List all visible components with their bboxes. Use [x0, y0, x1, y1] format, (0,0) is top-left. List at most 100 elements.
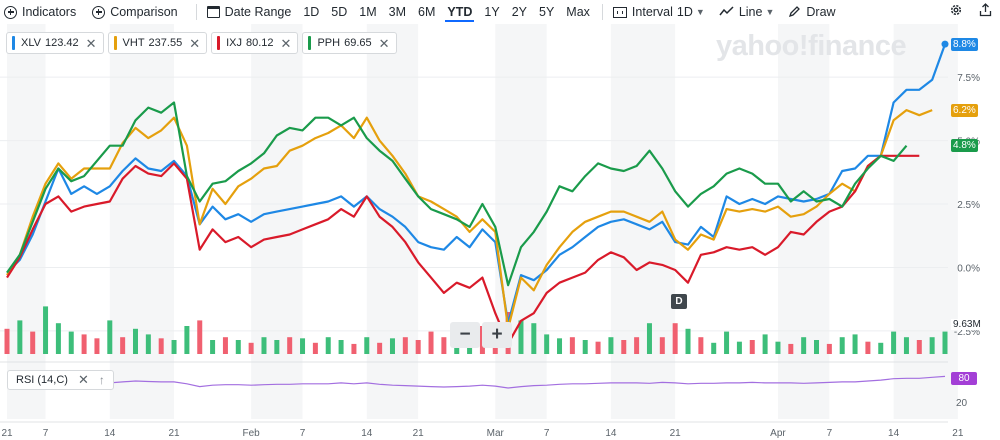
- range-3m-button[interactable]: 3M: [388, 5, 407, 19]
- volume-bar: [878, 342, 884, 354]
- y-tick-label: 0.0%: [957, 263, 980, 274]
- volume-bar: [107, 320, 113, 354]
- shaded-column: [109, 24, 175, 419]
- x-tick-label: 14: [888, 428, 900, 439]
- volume-bar: [916, 340, 922, 354]
- legend-price: 80.12: [246, 37, 274, 49]
- remove-series-close-icon[interactable]: ✕: [280, 35, 292, 51]
- volume-bar: [531, 323, 537, 354]
- volume-bar: [865, 341, 871, 354]
- date-range-button[interactable]: Date Range: [203, 1, 296, 23]
- range-max-button[interactable]: Max: [566, 5, 590, 19]
- volume-bar: [184, 326, 190, 354]
- volume-bar: [377, 342, 383, 354]
- volume-bar: [569, 337, 575, 354]
- volume-bar: [801, 337, 807, 354]
- line-chart-icon: [719, 5, 734, 19]
- volume-bar: [891, 331, 897, 354]
- x-tick-label: Apr: [770, 428, 786, 439]
- volume-bar: [338, 340, 344, 354]
- volume-bar: [595, 341, 601, 354]
- rsi-remove-close-icon[interactable]: ✕: [77, 372, 89, 387]
- shaded-column: [777, 24, 830, 419]
- volume-bar: [621, 340, 627, 354]
- settings-button[interactable]: [941, 1, 971, 23]
- toolbar-divider: [601, 4, 603, 20]
- yahoo-finance-watermark: yahoo!finance: [716, 30, 907, 62]
- volume-bar: [672, 323, 678, 354]
- range-1y-button[interactable]: 1Y: [484, 5, 500, 19]
- share-button[interactable]: [971, 1, 1000, 23]
- interval-label: Interval: [631, 5, 673, 19]
- range-2y-button[interactable]: 2Y: [511, 5, 527, 19]
- comparison-chart[interactable]: -2.5%0.0%2.5%5.0%7.5%2171421Feb71421Mar7…: [0, 24, 1000, 440]
- series-line-ixj: [6, 154, 920, 345]
- volume-bar: [222, 337, 228, 354]
- range-5d-button[interactable]: 5D: [331, 5, 348, 19]
- shaded-column: [7, 24, 46, 419]
- volume-bar: [634, 337, 640, 354]
- volume-bar: [235, 340, 241, 354]
- zoom-in-button[interactable]: +: [482, 322, 512, 348]
- remove-series-close-icon[interactable]: ✕: [189, 35, 201, 51]
- calendar-icon: [206, 6, 220, 18]
- legend-price: 237.55: [148, 37, 183, 49]
- dividend-marker[interactable]: D: [671, 294, 687, 309]
- range-ytd-button[interactable]: YTD: [441, 1, 478, 23]
- series-line-pph: [6, 101, 908, 287]
- chart-legend: XLV 123.42 ✕ VHT 237.55 ✕ IXJ 80.12 ✕ PPH 69.65 ✕: [6, 32, 397, 54]
- volume-bar: [698, 337, 704, 354]
- x-tick-label: 14: [361, 428, 373, 439]
- rsi-level-label: 20: [956, 398, 968, 409]
- rsi-indicator-chip: RSI (14,C) ✕ ↑: [7, 370, 114, 390]
- series-line-vht: [6, 108, 933, 330]
- volume-bar: [55, 323, 61, 354]
- legend-chip-vht[interactable]: VHT 237.55 ✕: [107, 32, 208, 54]
- volume-bar: [287, 337, 293, 354]
- y-tick-label: -2.5%: [954, 327, 980, 338]
- legend-symbol: PPH: [317, 37, 341, 49]
- range-5y-button[interactable]: 5Y: [539, 5, 555, 19]
- shaded-column: [366, 24, 419, 419]
- volume-bar: [300, 338, 306, 354]
- range-6m-button[interactable]: 6M: [418, 5, 436, 19]
- indicators-button[interactable]: Indicators: [0, 1, 80, 23]
- x-tick-label: 7: [544, 428, 550, 439]
- shaded-column: [893, 24, 958, 419]
- comparison-button[interactable]: Comparison: [88, 1, 181, 23]
- volume-bar: [351, 343, 357, 354]
- indicators-label: Indicators: [22, 5, 77, 19]
- interval-icon: [612, 6, 627, 18]
- legend-chip-ixj[interactable]: IXJ 80.12 ✕: [211, 32, 299, 54]
- volume-bar: [685, 328, 691, 354]
- volume-bar: [942, 331, 948, 354]
- legend-symbol: IXJ: [226, 37, 243, 49]
- legend-chip-pph[interactable]: PPH 69.65 ✕: [302, 32, 397, 54]
- series-color-swatch: [308, 36, 312, 50]
- rsi-collapse-arrow-up-icon[interactable]: ↑: [98, 373, 105, 387]
- draw-label: Draw: [806, 5, 836, 19]
- volume-bar: [171, 340, 177, 354]
- volume-bar: [852, 334, 858, 354]
- chart-type-button[interactable]: Line ▼: [715, 1, 779, 23]
- plus-circle-icon: [4, 5, 17, 19]
- volume-bar: [518, 320, 524, 354]
- remove-series-close-icon[interactable]: ✕: [378, 35, 390, 51]
- range-1d-button[interactable]: 1D: [303, 5, 320, 19]
- volume-bar: [724, 331, 730, 354]
- volume-bar: [68, 331, 74, 354]
- volume-bar: [402, 337, 408, 354]
- x-tick-label: 7: [827, 428, 833, 439]
- chevron-down-icon: ▼: [695, 7, 705, 17]
- remove-series-close-icon[interactable]: ✕: [85, 35, 97, 51]
- range-1m-button[interactable]: 1M: [359, 5, 377, 19]
- volume-bar: [415, 340, 421, 354]
- zoom-out-button[interactable]: −: [450, 322, 480, 348]
- volume-bar: [43, 306, 49, 354]
- legend-price: 123.42: [44, 37, 79, 49]
- series-color-swatch: [113, 36, 117, 50]
- interval-button[interactable]: Interval 1D ▼: [609, 1, 709, 23]
- draw-button[interactable]: Draw: [784, 1, 839, 23]
- legend-chip-xlv[interactable]: XLV 123.42 ✕: [6, 32, 104, 54]
- date-range-label: Date Range: [224, 5, 292, 19]
